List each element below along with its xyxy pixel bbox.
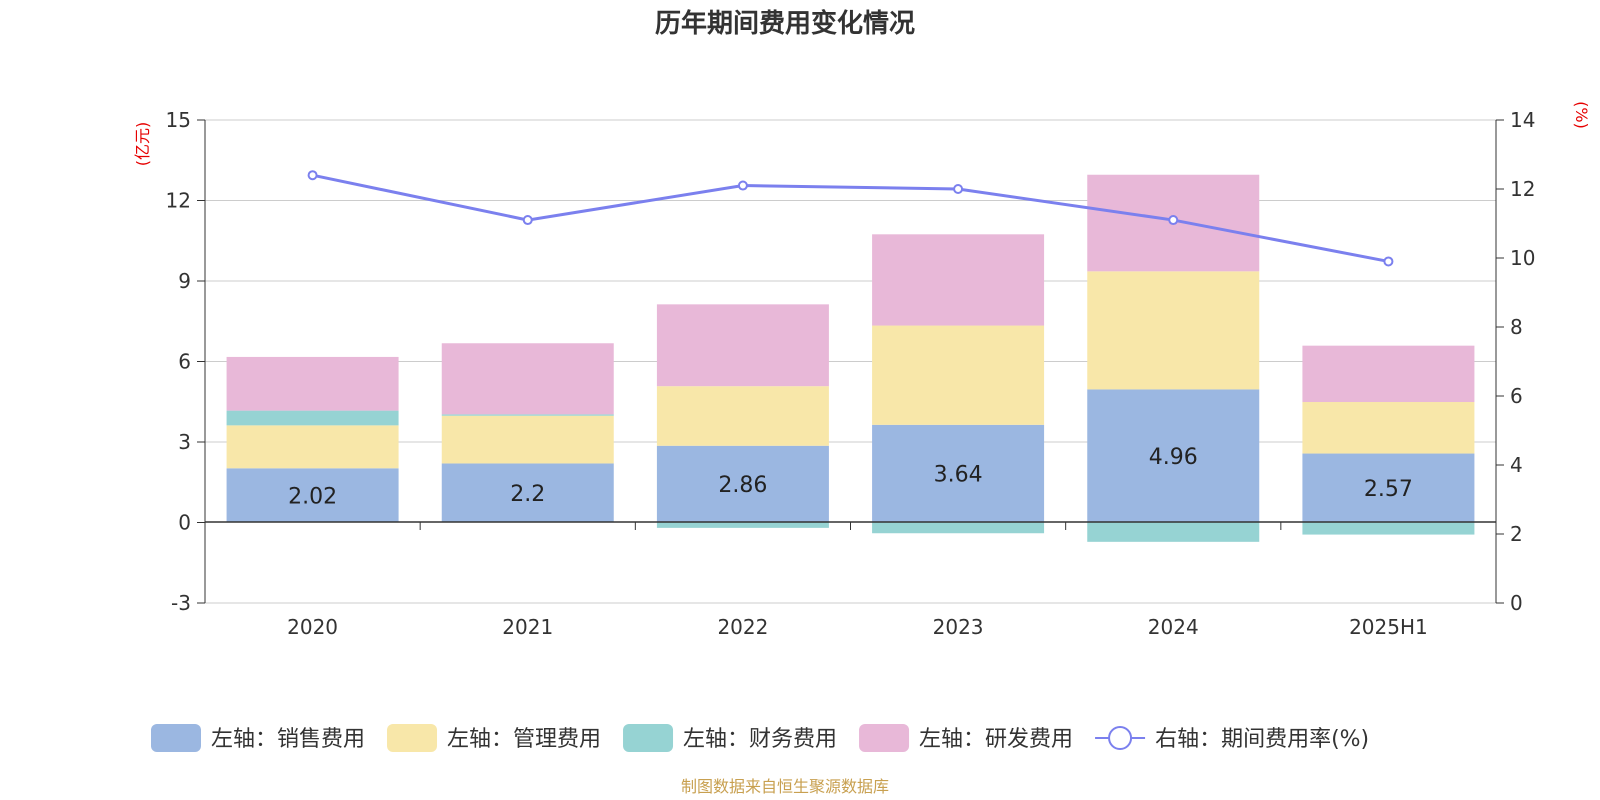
bar-segment-2 bbox=[872, 325, 1045, 425]
right-axis-unit: (%) bbox=[1572, 101, 1591, 129]
bar-segment-4 bbox=[226, 356, 399, 411]
bar-segment-2 bbox=[656, 386, 829, 446]
grid-layer bbox=[205, 119, 1496, 604]
legend-swatch-1 bbox=[151, 724, 201, 752]
right-tick-label: 2 bbox=[1510, 522, 1523, 546]
bar-segment-4 bbox=[656, 304, 829, 387]
bar-segment-1 bbox=[441, 463, 614, 523]
left-tick-label: 12 bbox=[166, 189, 191, 213]
bar-segment-4 bbox=[872, 234, 1045, 326]
left-tick-label: 0 bbox=[178, 511, 191, 535]
left-tick-label: -3 bbox=[171, 591, 191, 615]
bar-segment-3 bbox=[872, 522, 1045, 534]
right-tick-label: 12 bbox=[1510, 177, 1535, 201]
chart-title: 历年期间费用变化情况 bbox=[655, 8, 915, 39]
data-label: 3.64 bbox=[934, 463, 983, 488]
data-label: 4.96 bbox=[1149, 445, 1198, 470]
legend-swatch-2 bbox=[387, 724, 438, 752]
category-label: 2023 bbox=[933, 615, 984, 639]
bar-segment-1 bbox=[1302, 453, 1475, 523]
category-label: 2021 bbox=[502, 615, 553, 639]
bar-segment-4 bbox=[1302, 345, 1475, 403]
data-label: 2.02 bbox=[288, 484, 337, 509]
legend: 左轴：销售费用 左轴：管理费用 左轴：财务费用 左轴：研发费用 右轴：期间费用率(%) bbox=[151, 724, 1369, 752]
line-layer bbox=[307, 170, 1394, 267]
legend-label: 右轴：期间费用率(%) bbox=[1155, 727, 1369, 752]
label-layer: 2.02 2.2 2.86 3.64 4.96 2.57 bbox=[288, 445, 1413, 509]
bar-segment-1 bbox=[1087, 389, 1260, 523]
bar-layer bbox=[226, 174, 1475, 542]
legend-label: 左轴：管理费用 bbox=[447, 727, 601, 752]
right-tick-label: 14 bbox=[1510, 108, 1535, 132]
bar-segment-1 bbox=[226, 468, 399, 523]
category-label: 2020 bbox=[287, 615, 338, 639]
category-label: 2025H1 bbox=[1349, 615, 1428, 639]
rate-point bbox=[737, 180, 748, 191]
rate-line bbox=[312, 173, 1389, 263]
bar-segment-1 bbox=[656, 445, 829, 523]
rate-point bbox=[1168, 215, 1179, 226]
bar-segment-2 bbox=[226, 425, 399, 469]
rate-point bbox=[522, 215, 533, 226]
legend-label: 左轴：研发费用 bbox=[919, 727, 1073, 752]
bar-segment-3 bbox=[226, 410, 399, 426]
rate-point bbox=[307, 170, 318, 181]
right-tick-label: 10 bbox=[1510, 246, 1535, 270]
rate-point bbox=[1383, 256, 1394, 267]
right-tick-label: 0 bbox=[1510, 591, 1523, 615]
legend-swatch-3 bbox=[623, 724, 674, 752]
category-label: 2024 bbox=[1148, 615, 1199, 639]
data-label: 2.2 bbox=[510, 482, 545, 507]
rate-point bbox=[953, 184, 964, 194]
legend-label: 左轴：销售费用 bbox=[211, 727, 365, 752]
bar-segment-3 bbox=[1302, 522, 1475, 535]
legend-swatch-4 bbox=[859, 724, 910, 752]
legend-label: 左轴：财务费用 bbox=[683, 727, 837, 752]
category-label: 2022 bbox=[717, 615, 768, 639]
left-tick-label: 3 bbox=[178, 430, 191, 454]
left-tick-label: 6 bbox=[178, 350, 191, 374]
bar-segment-1 bbox=[872, 424, 1045, 523]
data-label: 2.57 bbox=[1364, 477, 1413, 502]
bar-segment-2 bbox=[1302, 402, 1475, 454]
bar-segment-3 bbox=[441, 414, 614, 416]
data-label: 2.86 bbox=[718, 473, 767, 498]
source-note: 制图数据来自恒生聚源数据库 bbox=[681, 777, 889, 796]
right-tick-label: 4 bbox=[1510, 453, 1523, 477]
left-axis-unit: (亿元) bbox=[133, 122, 152, 167]
left-tick-label: 9 bbox=[178, 269, 191, 293]
legend-circle-swatch bbox=[1108, 726, 1133, 750]
bar-segment-3 bbox=[656, 522, 829, 528]
right-tick-label: 8 bbox=[1510, 315, 1523, 339]
right-tick-label: 6 bbox=[1510, 384, 1523, 408]
left-tick-label: 15 bbox=[166, 108, 191, 132]
bar-segment-2 bbox=[441, 415, 614, 464]
bar-segment-2 bbox=[1087, 271, 1260, 390]
bar-segment-4 bbox=[441, 343, 614, 415]
bar-segment-3 bbox=[1087, 522, 1260, 542]
